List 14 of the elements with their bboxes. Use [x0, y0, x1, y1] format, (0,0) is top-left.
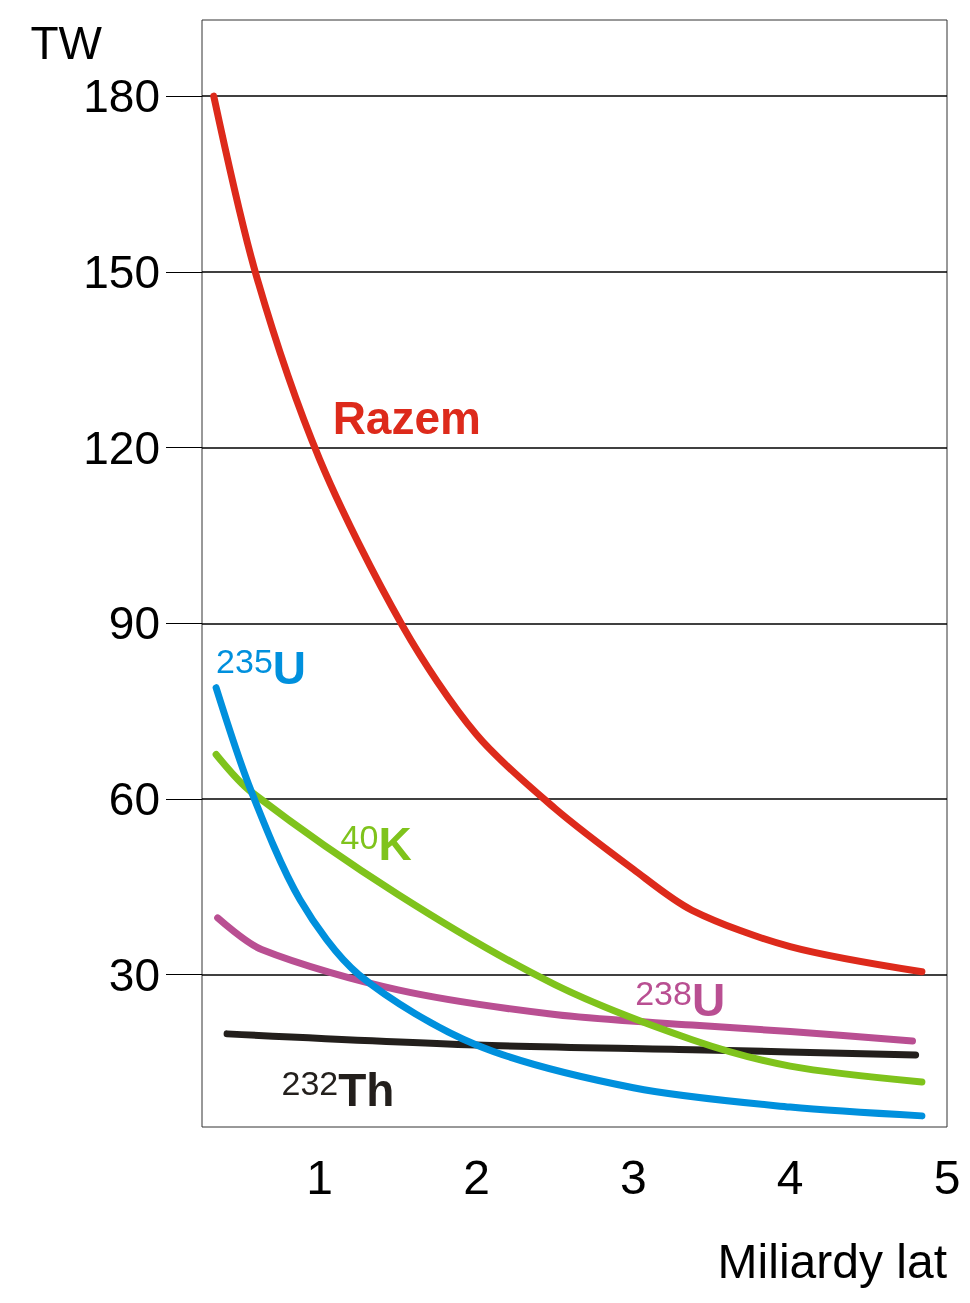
x-tick-label: 3 [619, 1150, 647, 1204]
y-tick-label: 180 [83, 70, 160, 123]
x-tick-label: 1 [306, 1150, 333, 1204]
y-tick-label: 150 [83, 245, 160, 298]
x-tick-label: 2 [463, 1150, 490, 1204]
y-tick-label: 60 [108, 773, 160, 825]
y-tick-label: 30 [108, 948, 160, 1001]
y-axis-title: TW [30, 17, 103, 69]
x-tick-label: 5 [933, 1150, 961, 1204]
x-tick-label: 4 [776, 1150, 804, 1204]
y-tick-label: 120 [83, 421, 160, 474]
y-tick-label: 90 [108, 597, 160, 650]
series-label: Razem [332, 392, 481, 445]
x-axis-title: Miliardy lat [717, 1234, 947, 1288]
